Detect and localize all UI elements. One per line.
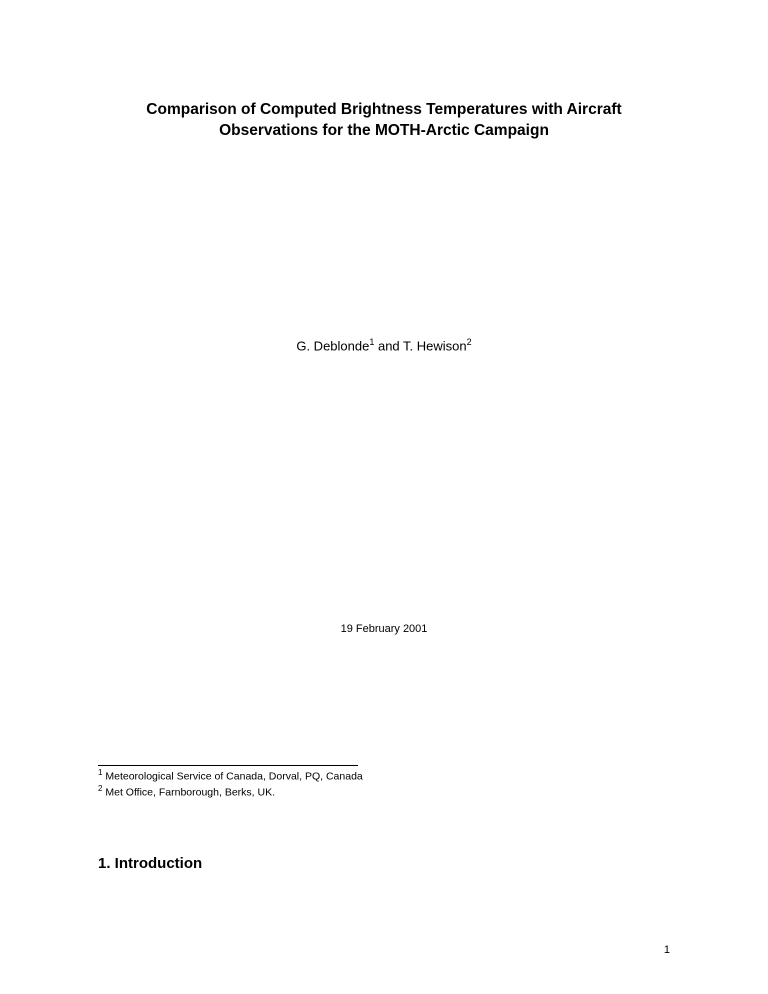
- author-1-name: G. Deblonde: [296, 338, 369, 353]
- author-line: G. Deblonde1 and T. Hewison2: [98, 337, 670, 353]
- page-number: 1: [664, 944, 670, 956]
- footnote-separator: [98, 765, 358, 766]
- document-page: Comparison of Computed Brightness Temper…: [0, 0, 768, 994]
- author-2-name: T. Hewison: [403, 338, 467, 353]
- section-heading-introduction: 1. Introduction: [98, 855, 670, 872]
- footnote-1-text: Meteorological Service of Canada, Dorval…: [102, 771, 362, 783]
- title-line-2: Observations for the MOTH-Arctic Campaig…: [219, 122, 549, 139]
- paper-title: Comparison of Computed Brightness Temper…: [98, 100, 670, 142]
- author-2-affil-sup: 2: [467, 337, 472, 347]
- author-join: and: [374, 338, 403, 353]
- title-line-1: Comparison of Computed Brightness Temper…: [146, 101, 621, 118]
- footnote-2-text: Met Office, Farnborough, Berks, UK.: [102, 786, 275, 798]
- footnotes-block: 1 Meteorological Service of Canada, Dorv…: [98, 768, 670, 799]
- footnote-1: 1 Meteorological Service of Canada, Dorv…: [98, 768, 670, 784]
- footnote-2: 2 Met Office, Farnborough, Berks, UK.: [98, 784, 670, 800]
- document-date: 19 February 2001: [98, 623, 670, 635]
